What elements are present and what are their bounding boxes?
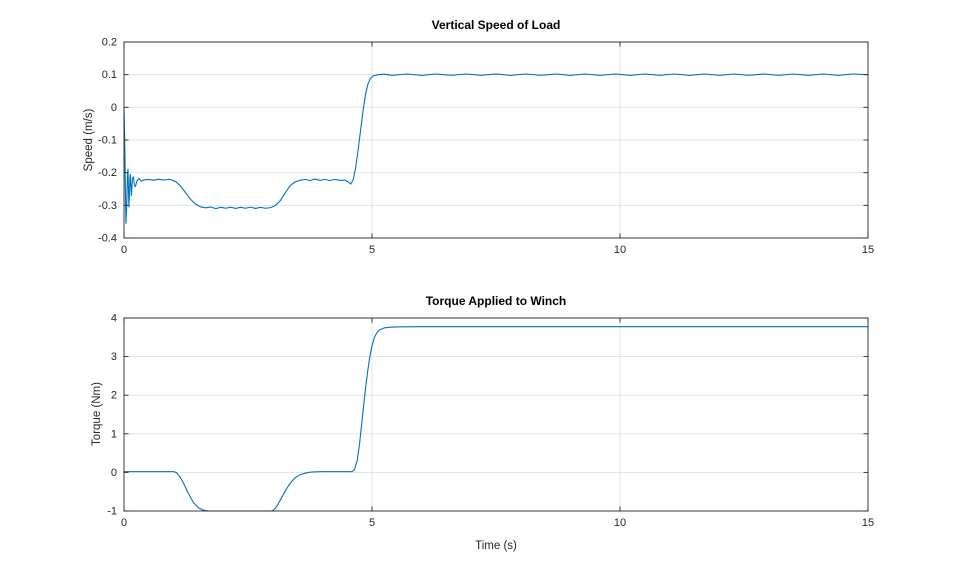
y-tick-label: -0.3 [98, 200, 117, 212]
torque-chart-title: Torque Applied to Winch [425, 294, 567, 308]
x-tick-label: 5 [369, 244, 375, 256]
time-x-axis-label: Time (s) [475, 540, 517, 552]
x-tick-label: 15 [862, 517, 874, 529]
axes-box [123, 317, 869, 512]
speed-y-axis-label: Speed (m/s) [83, 108, 95, 172]
torque-y-axis-label: Torque (Nm) [91, 382, 103, 446]
x-tick-label: 10 [614, 244, 626, 256]
x-tick-label: 15 [862, 244, 874, 256]
y-tick-label: 1 [111, 428, 117, 440]
y-tick-label: 2 [111, 390, 117, 402]
y-tick-label: -0.2 [98, 167, 117, 179]
y-tick-label: 3 [111, 351, 117, 363]
y-tick-label: 4 [111, 313, 117, 325]
x-tick-label: 0 [121, 517, 127, 529]
x-tick-label: 10 [614, 517, 626, 529]
speed-chart-title: Vertical Speed of Load [431, 18, 561, 32]
y-tick-label: 0 [111, 102, 117, 114]
x-tick-label: 5 [369, 517, 375, 529]
torque-plot-area: 0 5 10 15 -1 0 1 2 3 4 [107, 313, 874, 530]
y-tick-label: -1 [107, 506, 117, 518]
winch-torque-series-line [123, 326, 869, 512]
y-tick-label: -0.1 [98, 135, 117, 147]
y-tick-label: 0.1 [102, 69, 117, 81]
x-tick-label: 0 [121, 244, 127, 256]
speed-plot-area: 0 5 10 15 -0.4 -0.3 -0.2 -0.1 0 0.1 0.2 [98, 37, 874, 257]
y-tick-label: 0 [111, 467, 117, 479]
vertical-speed-series-line [123, 73, 869, 224]
y-tick-label: 0.2 [102, 37, 117, 49]
y-tick-label: -0.4 [98, 233, 117, 245]
